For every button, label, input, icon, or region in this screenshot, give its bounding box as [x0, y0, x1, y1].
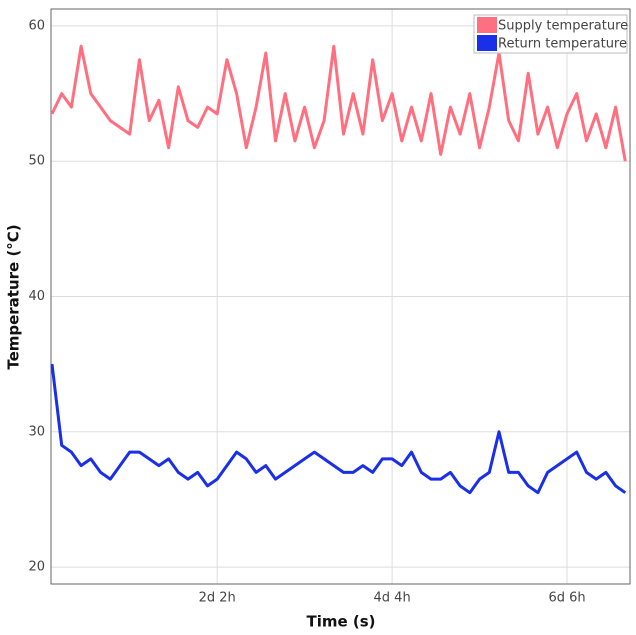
- x-axis-label: Time (s): [306, 613, 375, 631]
- legend-label: Return temperature: [498, 37, 627, 52]
- y-tick-label: 30: [28, 424, 45, 439]
- legend-swatch: [477, 17, 497, 33]
- legend-box: [473, 14, 628, 54]
- series-line: [50, 363, 627, 495]
- plot-frame: [50, 8, 631, 585]
- x-tick-label: 4d 4h: [374, 591, 411, 606]
- x-tick-label: 6d 6h: [548, 591, 585, 606]
- legend-swatch: [477, 35, 497, 51]
- legend-label: Supply temperature: [498, 19, 628, 34]
- y-tick-label: 20: [28, 560, 45, 575]
- y-tick-label: 40: [28, 289, 45, 304]
- x-tick-label: 2d 2h: [199, 591, 236, 606]
- y-axis-label: Temperature (°C): [5, 224, 23, 369]
- series-line: [50, 44, 627, 162]
- y-tick-label: 60: [28, 18, 45, 33]
- y-tick-label: 50: [28, 154, 45, 169]
